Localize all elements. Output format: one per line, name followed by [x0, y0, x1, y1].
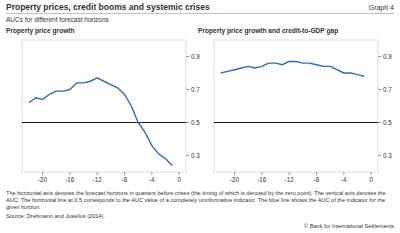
x-tick [289, 172, 290, 175]
x-tick-label: -20 [38, 176, 48, 183]
plot-frame [22, 40, 186, 172]
x-tick [179, 172, 180, 175]
x-tick-label: -12 [285, 176, 295, 183]
y-tick-label: 0.9 [191, 53, 200, 60]
footnote: The horizontal axis denotes the forecast… [6, 190, 394, 211]
x-tick-label: -4 [149, 176, 155, 183]
x-tick-label: 0 [369, 176, 373, 183]
title: Property prices, credit booms and system… [6, 2, 210, 12]
y-tick-label: 0.7 [191, 86, 200, 93]
panel-title: Property price growth and credit-to-GDP … [198, 27, 338, 35]
x-tick-label: -16 [65, 176, 75, 183]
x-tick [371, 172, 372, 175]
y-tick [186, 56, 189, 57]
x-tick-label: -12 [93, 176, 103, 183]
x-tick [97, 172, 98, 175]
y-tick [378, 89, 381, 90]
title-rule [6, 13, 394, 14]
x-tick [234, 172, 235, 175]
copyright: © Bank for International Settlements [6, 223, 394, 230]
panel: Property price growth 0.3 0.5 0.7 0.9 -20 -16 -… [6, 27, 200, 183]
y-tick-label: 0.5 [191, 119, 200, 126]
graph-label: Graph 4 [369, 4, 394, 12]
subtitle: AUCs for different forecast horizons [6, 16, 110, 23]
x-tick-label: -20 [230, 176, 240, 183]
x-tick [124, 172, 125, 175]
x-tick-label: -8 [314, 176, 320, 183]
x-tick [42, 172, 43, 175]
plot-data [214, 61, 378, 122]
y-tick [378, 56, 381, 57]
x-tick [316, 172, 317, 175]
x-tick-label: 0 [177, 176, 181, 183]
x-tick-label: -4 [341, 176, 347, 183]
y-tick-label: 0.3 [191, 152, 200, 159]
plot-data [22, 78, 186, 165]
x-tick [261, 172, 262, 175]
panel: Property price growth and credit-to-GDP … [198, 27, 392, 183]
panel-title: Property price growth [6, 27, 75, 35]
reference-line [214, 122, 378, 123]
x-tick-label: -16 [257, 176, 267, 183]
x-tick [69, 172, 70, 175]
y-tick-label: 0.9 [383, 53, 392, 60]
y-tick-label: 0.3 [383, 152, 392, 159]
y-tick-label: 0.7 [383, 86, 392, 93]
y-tick [186, 89, 189, 90]
x-tick [151, 172, 152, 175]
y-tick [186, 155, 189, 156]
x-tick-label: -8 [122, 176, 128, 183]
y-tick [378, 155, 381, 156]
data-line [29, 78, 173, 165]
plot-frame [214, 40, 378, 172]
y-tick [186, 122, 189, 123]
data-line [221, 61, 364, 76]
y-tick [378, 122, 381, 123]
reference-line [22, 122, 186, 123]
x-tick [343, 172, 344, 175]
source: Source: Drehmann and Juselius (2014). [6, 213, 394, 220]
y-tick-label: 0.5 [383, 119, 392, 126]
